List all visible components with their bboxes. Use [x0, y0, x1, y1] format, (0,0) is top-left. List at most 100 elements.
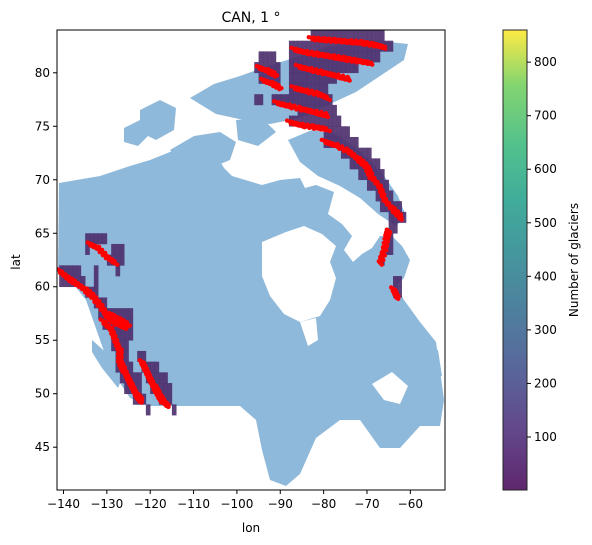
heatmap-cell: [323, 83, 329, 95]
y-tick-label: 45: [35, 440, 50, 454]
heatmap-cell: [137, 350, 142, 362]
heatmap-cell: [310, 40, 316, 52]
heatmap-cell: [349, 136, 355, 148]
y-tick-label: 80: [35, 66, 50, 80]
heatmap-cell: [362, 51, 368, 63]
heatmap-cell: [314, 83, 320, 95]
heatmap-cell: [319, 72, 324, 84]
heatmap-cell: [371, 179, 376, 191]
heatmap-cell: [128, 361, 134, 373]
heatmap-cell: [262, 51, 268, 63]
heatmap-cell: [288, 51, 294, 63]
heatmap-cell: [258, 51, 264, 63]
heatmap-cell: [102, 233, 108, 245]
heatmap-cell: [314, 40, 320, 52]
x-tick-label: −110: [177, 497, 210, 511]
heatmap-cell: [353, 158, 359, 170]
glacier-point: [383, 46, 388, 51]
banks-island: [140, 100, 176, 140]
heatmap-cell: [301, 94, 307, 106]
heatmap-cell: [314, 30, 320, 41]
colorbar-tick-label: 100: [534, 430, 557, 444]
vancouver-island: [92, 340, 122, 388]
heatmap-cell: [345, 30, 350, 41]
canada-landmass: [58, 148, 444, 486]
glacier-point: [277, 86, 282, 92]
heatmap-cell: [332, 115, 337, 127]
heatmap-cell: [362, 169, 368, 181]
heatmap-cell: [319, 94, 324, 106]
chart-title: CAN, 1 °: [221, 10, 280, 26]
heatmap-cell: [319, 62, 324, 74]
heatmap-cell: [358, 51, 363, 63]
heatmap-cell: [397, 286, 402, 298]
colorbar-tick-label: 300: [534, 323, 557, 337]
heatmap-cell: [353, 51, 359, 63]
heatmap-cell: [375, 30, 381, 31]
heatmap-cell: [280, 94, 285, 106]
heatmap-cell: [93, 276, 99, 288]
axes-frame: [56, 29, 446, 491]
hudson-bay: [262, 226, 336, 322]
glacier-point: [362, 42, 367, 48]
x-tick-label: −140: [47, 497, 80, 511]
heatmap-cell: [319, 115, 324, 127]
heatmap-cell: [375, 158, 381, 170]
colorbar-tick-label: 700: [534, 109, 557, 123]
heatmap-cell: [332, 30, 337, 41]
heatmap-cell: [388, 40, 394, 52]
glacier-point: [139, 400, 144, 405]
heatmap-cell: [384, 201, 389, 213]
glacier-point: [272, 74, 278, 79]
heatmap-cell: [375, 169, 381, 181]
heatmap-cell: [327, 40, 333, 52]
heatmap-cell: [59, 276, 64, 288]
heatmap-cell: [158, 372, 164, 384]
heatmap-cell: [366, 179, 372, 191]
heatmap-cell: [115, 243, 121, 255]
heatmap-cell: [154, 361, 160, 373]
heatmap-cell: [158, 383, 164, 395]
heatmap-cell: [388, 211, 394, 223]
colorbar-tick-label: 400: [534, 269, 557, 283]
heatmap-cell: [375, 30, 381, 41]
heatmap-cell: [349, 51, 355, 63]
heatmap-cell: [124, 340, 129, 352]
heatmap-cell: [163, 372, 168, 384]
heatmap-cell: [366, 30, 372, 41]
heatmap-cell: [327, 115, 333, 127]
colorbar-label: Number of glaciers: [567, 203, 581, 317]
heatmap-cell: [371, 158, 376, 170]
y-axis-label: lat: [9, 254, 23, 270]
heatmap-cell: [306, 94, 311, 106]
heatmap-cell: [119, 372, 125, 384]
glacier-point: [345, 58, 350, 64]
heatmap-cell: [319, 40, 324, 52]
heatmap-cell: [167, 383, 173, 395]
heatmap-cell: [85, 243, 90, 255]
glacier-point: [327, 97, 332, 103]
heatmap-cell: [371, 30, 376, 41]
heatmap-cell: [115, 361, 121, 373]
colorbar-tick-label: 600: [534, 162, 557, 176]
heatmap-cell: [306, 72, 311, 84]
heatmap-cell: [63, 276, 69, 288]
heatmap-cell: [301, 40, 307, 52]
glacier-point: [366, 43, 372, 48]
heatmap-cell: [358, 169, 363, 181]
y-tick-label: 60: [35, 280, 50, 294]
heatmap-cell: [128, 308, 134, 320]
heatmap-cell: [119, 308, 125, 320]
heatmap-cell: [115, 254, 121, 266]
heatmap-cell: [76, 265, 82, 277]
heatmap-cell: [349, 30, 355, 41]
heatmap-cell: [301, 51, 307, 63]
heatmap-cell: [392, 222, 398, 234]
heatmap-cell: [345, 62, 350, 74]
heatmap-cell: [275, 94, 281, 106]
heatmap-cell: [132, 372, 138, 384]
heatmap-cell: [349, 62, 355, 74]
x-tick-label: −60: [398, 497, 423, 511]
heatmap-cell: [271, 62, 277, 74]
heatmap-cell: [306, 115, 311, 127]
